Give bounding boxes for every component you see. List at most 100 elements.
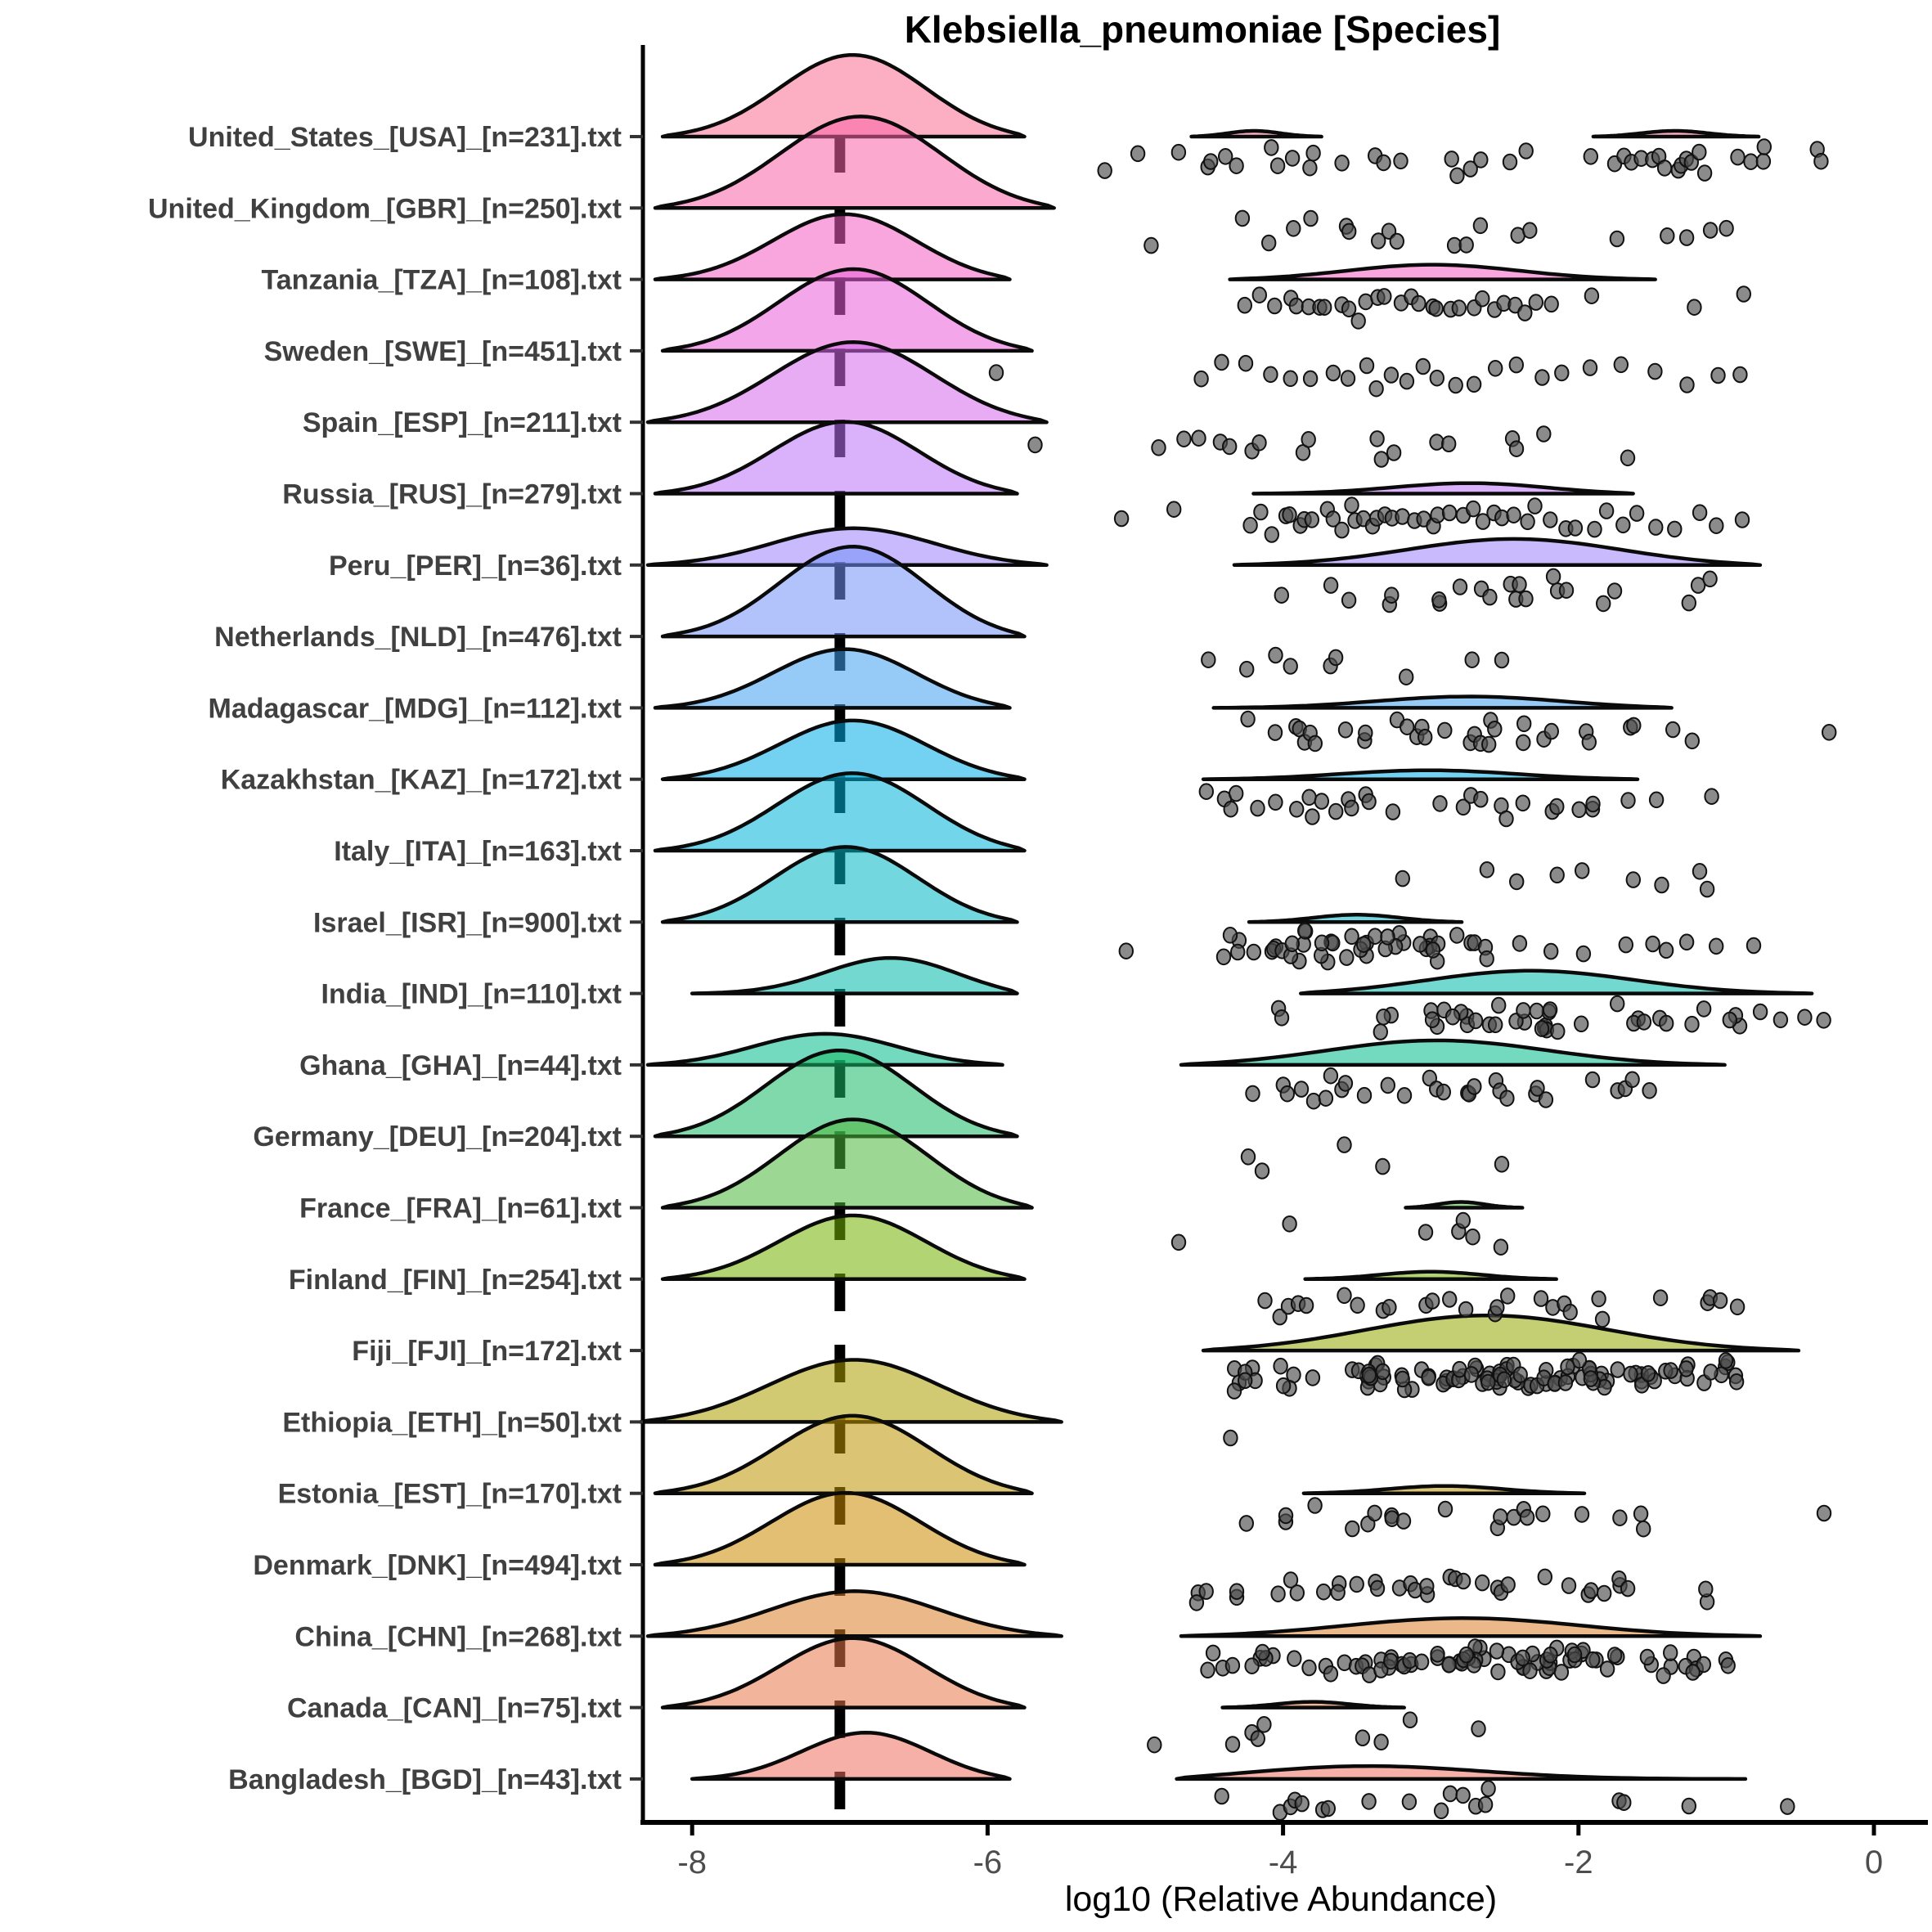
data-point (1399, 372, 1415, 390)
zero-density-ridge (653, 1490, 1027, 1567)
data-point (1518, 590, 1534, 608)
data-point (1273, 1357, 1288, 1375)
data-point (1493, 1238, 1509, 1256)
y-axis-label: Bangladesh_[BGD]_[n=43].txt (228, 1764, 622, 1795)
data-point (1529, 1002, 1544, 1020)
data-point (1193, 370, 1209, 388)
ridge-row (1201, 1313, 1801, 1353)
data-point (1512, 1366, 1528, 1383)
y-axis-label: Russia_[RUS]_[n=279].txt (282, 479, 622, 510)
data-point (1612, 1509, 1628, 1526)
data-point (1305, 144, 1321, 162)
data-point (1268, 793, 1283, 811)
data-point (1350, 1296, 1365, 1314)
data-point (1244, 1657, 1260, 1674)
data-point (1629, 505, 1645, 522)
data-point (1223, 800, 1238, 818)
data-point (1361, 793, 1377, 811)
data-point (1200, 1661, 1215, 1679)
data-point (1665, 721, 1681, 739)
data-point (1518, 142, 1534, 160)
zero-density-ridge (645, 1589, 1063, 1638)
data-point (1475, 513, 1491, 530)
data-point (1455, 798, 1471, 816)
points-row (1214, 1780, 1795, 1821)
data-point (1361, 1366, 1377, 1384)
zero-density-ridge (645, 1031, 1004, 1067)
detect-density-ridge (1201, 1313, 1801, 1353)
data-point (1752, 1003, 1768, 1021)
data-point (1385, 803, 1401, 820)
ridge-row (660, 718, 1640, 781)
zero-density-ridge (653, 647, 1012, 710)
data-point (1369, 1579, 1386, 1597)
detect-density-ridge (1591, 128, 1761, 139)
data-point (1283, 1571, 1299, 1588)
data-point (1583, 1370, 1599, 1387)
data-point (1251, 434, 1267, 452)
detect-density-ridge (1201, 768, 1640, 781)
data-point (1428, 299, 1444, 317)
detect-density-ridge (1175, 1764, 1748, 1781)
zero-density-ridge (690, 1731, 1012, 1781)
data-point (1425, 941, 1441, 959)
points-row (1118, 922, 1762, 971)
ridge-row (645, 1589, 1763, 1638)
zero-density-ridge (690, 955, 1019, 995)
data-point (1151, 439, 1166, 456)
data-point (1283, 370, 1298, 388)
zero-density-ridge (660, 718, 1027, 781)
y-axis-label: Israel_[ISR]_[n=900].txt (313, 907, 622, 938)
data-point (1301, 431, 1316, 448)
data-point (1535, 1505, 1551, 1523)
data-point (1648, 791, 1665, 809)
data-point (1349, 1575, 1364, 1593)
data-point (1250, 1730, 1266, 1747)
data-point (1330, 1584, 1346, 1602)
data-point (1463, 1366, 1480, 1383)
data-point (1583, 148, 1599, 165)
data-point (1303, 209, 1319, 227)
data-point (1587, 520, 1602, 538)
data-point (1383, 1652, 1399, 1670)
y-axis-label: Peru_[PER]_[n=36].txt (329, 550, 622, 582)
data-point (1355, 1729, 1371, 1746)
data-point (1490, 1663, 1506, 1681)
data-point (1373, 1733, 1389, 1751)
data-point (1500, 1576, 1516, 1593)
data-point (1582, 359, 1598, 376)
zero-density-ridge (653, 1413, 1034, 1495)
points-row (988, 353, 1748, 398)
data-point (1813, 152, 1829, 170)
data-point (1282, 506, 1297, 523)
data-point (1543, 942, 1559, 960)
data-point (1350, 312, 1366, 330)
data-point (1238, 354, 1254, 372)
data-point (1323, 577, 1339, 594)
data-point (1692, 863, 1708, 880)
data-point (1269, 157, 1286, 174)
data-point (1720, 1657, 1736, 1674)
data-point (1298, 1296, 1314, 1314)
data-point (1598, 502, 1615, 519)
points-row (1170, 1211, 1509, 1256)
data-point (1377, 288, 1392, 305)
data-point (1237, 296, 1253, 314)
data-point (1389, 232, 1405, 250)
data-point (1376, 154, 1391, 172)
data-point (1301, 789, 1317, 806)
points-row (1237, 285, 1752, 330)
data-point (1712, 1292, 1728, 1310)
data-point (1224, 1656, 1241, 1674)
data-point (1341, 591, 1357, 609)
data-point (1441, 504, 1458, 522)
data-point (1519, 1508, 1535, 1526)
data-point (1709, 937, 1724, 955)
data-point (1494, 651, 1510, 669)
data-point (1413, 1653, 1430, 1671)
data-point (1498, 810, 1514, 828)
ridge-row (653, 115, 1056, 210)
data-point (1432, 795, 1448, 812)
data-point (1384, 586, 1400, 604)
data-point (1356, 936, 1372, 953)
